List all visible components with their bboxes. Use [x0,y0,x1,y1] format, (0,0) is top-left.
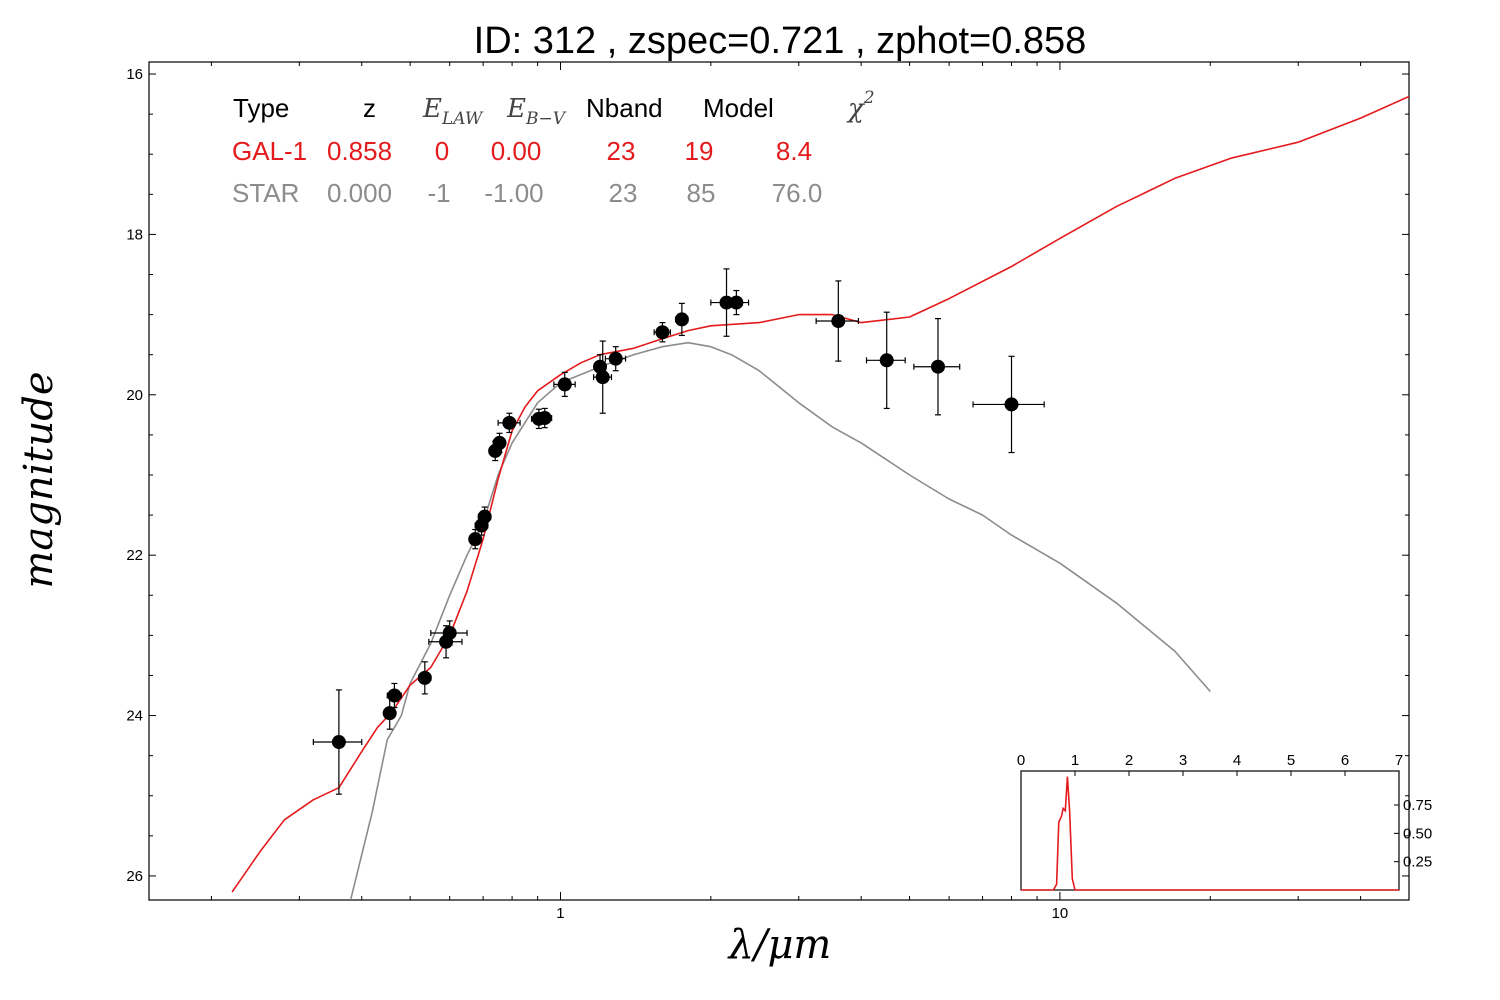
y-tick-label: 22 [126,547,143,564]
photometry-point [430,620,468,646]
data-point-marker [417,670,432,685]
photometry-point [865,311,906,410]
chart-title: ID: 312 , zspec=0.721 , zphot=0.858 [474,20,1087,62]
gal-chi2: 8.4 [776,136,812,166]
x-tick-label: 10 [1052,905,1069,922]
inset-y-tick-label: 0.25 [1403,854,1432,871]
photometry-point [972,355,1045,454]
main-plot-frame [148,61,1410,901]
gal-elaw: 0 [435,136,449,166]
inset-x-tick-label: 1 [1071,752,1079,769]
star-model: 85 [687,178,716,208]
photometry-point [913,318,961,416]
inset-y-tick-label: 0.75 [1403,797,1432,814]
photometry-point [674,302,689,337]
star-type: STAR [232,178,299,208]
data-point-marker [831,314,846,329]
photometry-point [593,340,613,414]
inset-frame [1020,770,1400,891]
photometry-point [468,528,483,550]
data-point-marker [382,706,397,721]
y-tick-label: 16 [126,66,143,83]
data-point-marker [468,532,483,547]
inset-pdz-line [1021,776,1399,891]
table-header-ebv: EB−V [506,94,567,129]
y-axis-label: magnitude [16,371,62,588]
table-row-star: STAR 0.000 -1 -1.00 23 85 76.0 [232,178,822,208]
series-line-gal-1 [231,95,1409,893]
inset-y-tick-label: 0.50 [1403,825,1432,842]
gal-nband: 23 [607,136,636,166]
gal-z: 0.858 [327,136,392,166]
data-point-marker [1004,397,1019,412]
data-point-marker [655,325,670,340]
star-ebv: -1.00 [484,178,543,208]
inset-axis-ticks: 0 1 2 3 4 5 6 7 0.25 0.50 0.75 [1017,752,1432,871]
inset-x-tick-label: 5 [1287,752,1295,769]
table-header-nband: Nband [586,93,663,123]
table-header-z: z [363,93,376,123]
main-series-group [231,95,1409,900]
inset-x-tick-label: 4 [1233,752,1241,769]
star-elaw: -1 [427,178,450,208]
data-point-marker [930,359,945,374]
fit-summary-table: Type z ELAW EB−V Nband Model χ2 GAL-1 0.… [232,88,875,208]
data-point-marker [331,735,346,750]
photometry-point [497,412,521,434]
inset-x-tick-label: 6 [1341,752,1349,769]
data-point-marker [442,625,457,640]
y-tick-label: 20 [126,387,143,404]
y-tick-label: 24 [126,708,143,725]
photometry-point [477,506,492,527]
data-point-marker [729,295,744,310]
data-point-marker [502,415,517,430]
photometry-point [653,322,672,343]
data-point-marker [537,411,552,426]
star-nband: 23 [609,178,638,208]
table-row-gal: GAL-1 0.858 0 0.00 23 19 8.4 [232,136,812,166]
photometry-point [386,682,402,709]
photometry-point [417,661,432,695]
table-header-chi2: χ2 [846,88,875,124]
x-axis-label: λ/μm [727,922,832,968]
inset-x-tick-label: 0 [1017,752,1025,769]
data-point-marker [557,377,572,392]
inset-series-group [1021,776,1399,891]
photometry-point [312,689,363,795]
photometry-point [553,371,576,397]
photometry-point [722,289,750,316]
photometry-point [604,346,627,372]
inset-x-tick-label: 2 [1125,752,1133,769]
photometry-point [815,280,860,362]
y-tick-label: 18 [126,226,143,243]
photometry-point [492,432,507,454]
photometry-points-group [312,268,1045,795]
data-point-marker [595,370,610,385]
table-header-type: Type [233,93,289,123]
gal-ebv: 0.00 [491,136,542,166]
x-tick-label: 1 [556,905,564,922]
data-point-marker [492,435,507,450]
data-point-marker [674,312,689,327]
series-line-star [349,341,1211,900]
data-point-marker [477,509,492,524]
data-point-marker [387,688,402,703]
gal-model: 19 [685,136,714,166]
star-chi2: 76.0 [772,178,823,208]
inset-x-tick-label: 3 [1179,752,1187,769]
table-header-elaw: ELAW [422,94,484,129]
y-tick-label: 26 [126,868,143,885]
table-header-model: Model [703,93,774,123]
data-point-marker [608,351,623,366]
inset-x-tick-label: 7 [1395,752,1403,769]
gal-type: GAL-1 [232,136,307,166]
photometry-point [537,407,553,429]
star-z: 0.000 [327,178,392,208]
data-point-marker [879,353,894,368]
